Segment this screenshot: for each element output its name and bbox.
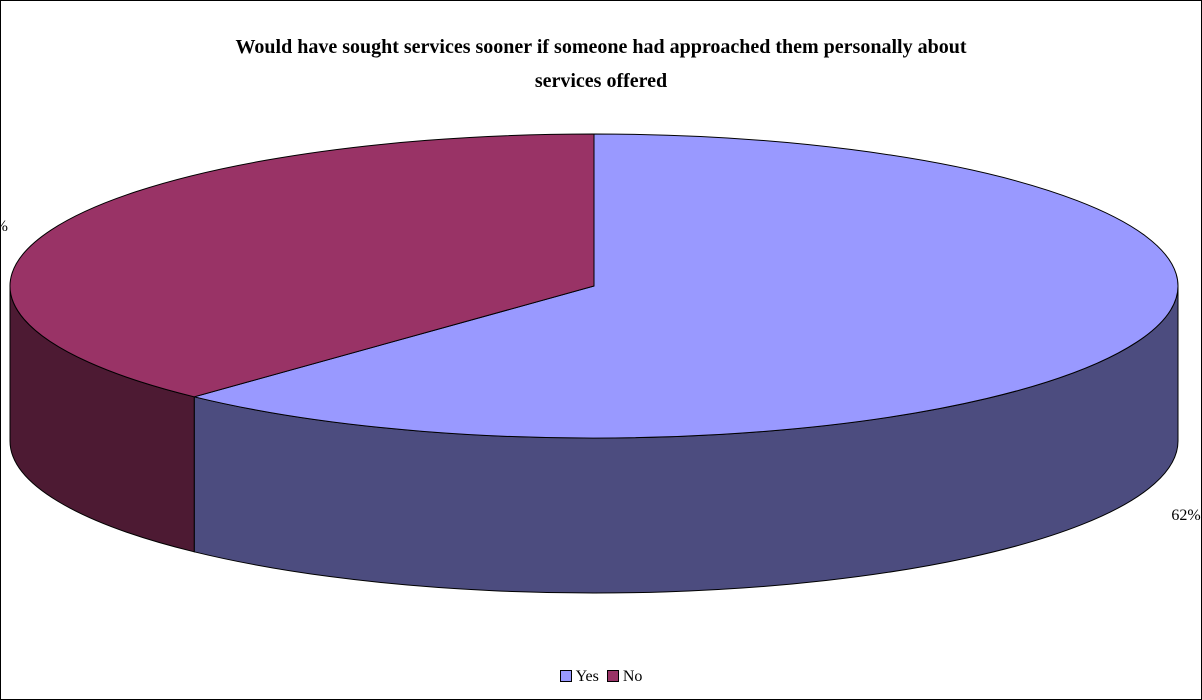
legend-label-no: No <box>622 668 643 685</box>
legend-swatch-yes <box>559 670 572 683</box>
pie-slice-no <box>9 133 595 398</box>
legend-item-no: No <box>606 668 643 686</box>
pie-tops <box>9 133 1179 439</box>
legend: Yes No <box>0 668 1202 686</box>
chart-title-line-1: Would have sought services sooner if som… <box>235 36 967 58</box>
pie-labels: 62% 38% <box>0 218 1201 524</box>
chart-title-line-2: services offered <box>534 70 668 92</box>
legend-swatch-no <box>606 670 619 683</box>
legend-label-yes: Yes <box>575 668 599 685</box>
data-label-yes: 62% <box>1171 507 1200 524</box>
chart-title: Would have sought services sooner if som… <box>0 30 1202 98</box>
pie-slice-yes <box>192 133 1179 439</box>
pie-sides <box>9 285 1179 594</box>
legend-item-yes: Yes <box>559 668 599 686</box>
data-label-no: 38% <box>0 218 8 235</box>
